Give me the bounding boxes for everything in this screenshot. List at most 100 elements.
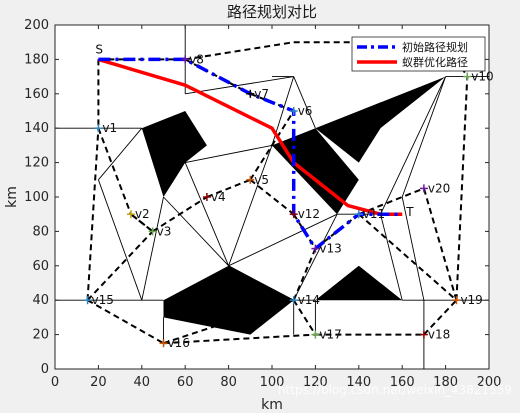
series-layer: [97, 57, 403, 251]
node-v17: v17: [311, 328, 342, 342]
node-layer: Sv1 v2 v3 v4 v5 v6 v7 v8 v10 v11 v12 v13 v14 v15 v16 v1…: [83, 42, 494, 350]
obstacle-5: [315, 76, 446, 163]
grid-line-19: [380, 214, 403, 301]
node-label: v8: [189, 52, 204, 66]
graph-edge-26: [86, 230, 154, 301]
grid-line-layer: [55, 25, 489, 369]
x-tick-label: 160: [390, 375, 415, 390]
node-v4: v4: [202, 190, 226, 204]
node-label: v1: [102, 121, 117, 135]
node-v14: v14: [289, 293, 320, 307]
legend-box: [351, 36, 486, 72]
node-label: v11: [363, 207, 385, 221]
graph-edge-9: [152, 196, 208, 233]
series-line-1: [98, 57, 403, 251]
node-label: v15: [92, 293, 114, 307]
y-tick-label: 60: [32, 259, 49, 274]
node-v18: v18: [419, 328, 450, 342]
grid-line-9: [141, 196, 164, 301]
obstacle-layer: [141, 76, 446, 335]
graph-edge-27: [130, 213, 154, 233]
x-tick-label: 60: [177, 375, 194, 390]
node-label: v19: [460, 293, 482, 307]
grid-line-8: [97, 179, 143, 301]
node-label: v6: [298, 104, 313, 118]
x-tick-label: 180: [433, 375, 458, 390]
node-label: v4: [211, 190, 226, 204]
legend-label-2: 蚁群优化路径: [402, 55, 468, 69]
y-tick-label: 160: [24, 87, 49, 102]
graph-edge-19: [423, 299, 458, 336]
tick-layer: 0 20 40 60 80 100 120 140 160 180 200 0 20 40 60 80 100 1…: [24, 18, 501, 390]
x-tick-label: 80: [220, 375, 237, 390]
node-v10: v10: [463, 70, 494, 84]
x-tick-label: 200: [477, 375, 502, 390]
node-v1: v1: [94, 121, 117, 135]
y-tick-label: 100: [24, 190, 49, 205]
graph-edge-25: [163, 333, 316, 345]
graph-edge-12: [249, 110, 295, 181]
chart-title: 路径规划对比: [227, 3, 317, 21]
graph-edge-1: [185, 41, 294, 61]
x-tick-label: 0: [51, 375, 59, 390]
node-v12: v12: [289, 207, 320, 221]
node-t: T: [405, 205, 414, 219]
y-tick-label: 20: [32, 328, 49, 343]
grid-line-5: [293, 76, 316, 129]
grid-line-12: [185, 144, 273, 164]
graph-edge-17: [292, 299, 317, 336]
grid-line-4: [185, 76, 294, 95]
node-label: v14: [298, 293, 320, 307]
graph-edge-10: [206, 178, 251, 198]
watermark-text: https://blog.csdn.net/weixin_43821559: [278, 383, 512, 397]
grid-line-14: [228, 213, 338, 267]
node-v16: v16: [159, 336, 190, 350]
node-label: v13: [319, 242, 341, 256]
node-label: v5: [254, 173, 269, 187]
grid-line-13: [228, 145, 273, 266]
y-tick-label: 140: [24, 121, 49, 136]
node-label: v10: [471, 70, 493, 84]
obstacle-3: [272, 128, 359, 215]
x-tick-label: 20: [90, 375, 107, 390]
node-v2: v2: [126, 207, 150, 221]
obstacle-4: [315, 265, 403, 301]
graph-edge-23: [87, 299, 164, 345]
grid-line-16: [293, 213, 338, 301]
node-label: v7: [254, 87, 269, 101]
node-v15: v15: [83, 293, 114, 307]
obstacle-1: [141, 111, 207, 197]
graph-edge-24: [163, 299, 295, 345]
graph-edge-4: [184, 58, 251, 95]
x-tick-label: 100: [260, 375, 285, 390]
y-tick-label: 40: [32, 293, 49, 308]
node-v7: v7: [246, 87, 269, 101]
grid-line-21: [401, 196, 425, 301]
node-v20: v20: [419, 181, 450, 195]
node-v8: v8: [181, 52, 204, 66]
node-v13: v13: [311, 242, 342, 256]
x-tick-label: 120: [303, 375, 328, 390]
grid-line-10: [163, 196, 229, 267]
graph-edge-7: [97, 127, 132, 215]
graph-edge-22: [86, 128, 100, 301]
node-v5: v5: [246, 173, 269, 187]
grid-line-22: [401, 76, 447, 198]
y-tick-label: 80: [32, 224, 49, 239]
node-v3: v3: [148, 224, 172, 238]
node-s: S: [95, 42, 103, 56]
node-label: v17: [319, 328, 341, 342]
node-label: v16: [168, 336, 190, 350]
grid-line-7: [98, 127, 143, 181]
y-tick-label: 0: [41, 362, 49, 377]
graph-edge-28: [358, 213, 458, 301]
node-label: v3: [157, 224, 172, 238]
node-v11: v11: [354, 207, 385, 221]
node-label: v18: [428, 328, 450, 342]
y-tick-label: 120: [24, 156, 49, 171]
node-v19: v19: [452, 293, 483, 307]
node-v6: v6: [289, 104, 313, 118]
node-label: T: [405, 205, 414, 219]
